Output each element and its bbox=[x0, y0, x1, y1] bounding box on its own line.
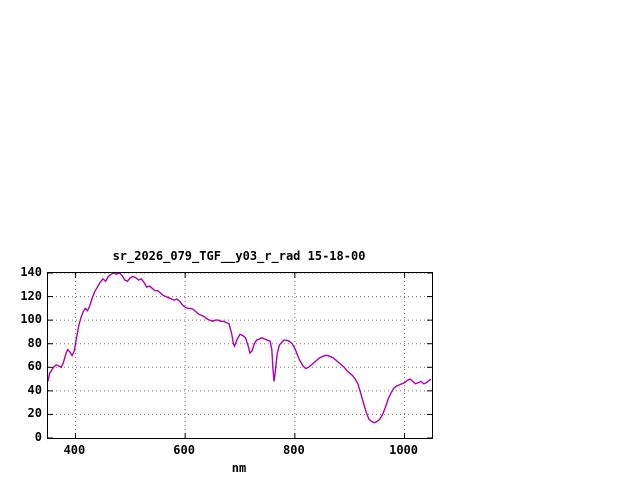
y-tick-label: 100 bbox=[20, 312, 42, 327]
x-tick-label: 1000 bbox=[389, 443, 419, 457]
y-tick-label: 40 bbox=[27, 382, 42, 397]
x-tick-label: 800 bbox=[283, 443, 305, 457]
y-tick-label: 60 bbox=[27, 359, 42, 374]
chart-title: sr_2026_079_TGF__y03_r_rad 15-18-00 bbox=[112, 249, 366, 263]
tick-marks bbox=[48, 273, 432, 438]
y-tick-label: 20 bbox=[27, 406, 42, 421]
x-tick-label: 400 bbox=[63, 443, 86, 457]
y-tick-label: 120 bbox=[20, 288, 42, 303]
y-tick-label: 140 bbox=[20, 265, 42, 279]
plot-area bbox=[47, 272, 433, 439]
y-tick-label: 0 bbox=[34, 430, 42, 444]
x-axis-label: nm bbox=[231, 461, 247, 475]
plot-svg bbox=[48, 273, 432, 438]
x-tick-label: 600 bbox=[173, 443, 195, 457]
y-tick-label: 80 bbox=[27, 335, 42, 350]
data-curve bbox=[48, 273, 432, 424]
grid-lines bbox=[48, 273, 432, 438]
